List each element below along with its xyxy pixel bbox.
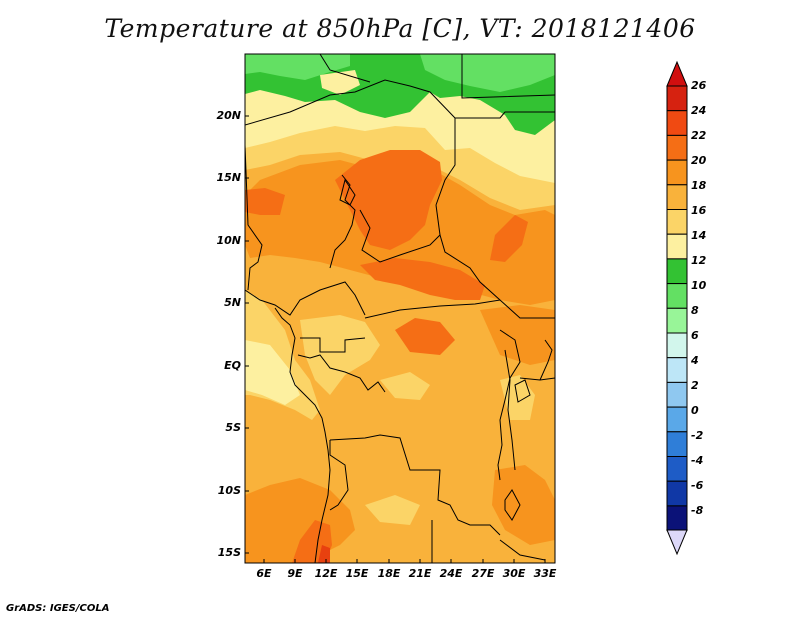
lon-label: 30E	[502, 567, 526, 580]
lon-label: 18E	[377, 567, 401, 580]
lat-label: 5S	[225, 421, 241, 434]
colorbar-label: 20	[691, 154, 707, 167]
field-red-sw	[318, 545, 330, 563]
grads-credit: GrADS: IGES/COLA	[6, 603, 110, 614]
colorbar-top-arrow	[666, 60, 688, 87]
colorbar-label: 10	[691, 279, 707, 292]
colorbar-box	[666, 456, 688, 482]
colorbar-box	[666, 505, 688, 532]
colorbar	[666, 60, 688, 556]
lon-label: 9E	[287, 567, 303, 580]
lat-label: 20N	[216, 109, 241, 122]
field-dark-orange-core	[335, 150, 442, 250]
axis-ticks	[245, 115, 546, 563]
colorbar-box	[666, 85, 688, 112]
coastline	[245, 144, 553, 563]
colorbar-label: 14	[691, 229, 707, 242]
lon-label: 27E	[471, 567, 495, 580]
field-light-green-ne	[420, 54, 555, 92]
lat-label: 15N	[216, 171, 241, 184]
colorbar-box	[666, 480, 688, 507]
colorbar-label: 24	[691, 104, 707, 117]
map-frame	[244, 53, 556, 564]
political-boundaries	[245, 54, 555, 563]
lon-label: 12E	[314, 567, 338, 580]
lat-label: 15S	[217, 546, 241, 559]
lon-label: 33E	[533, 567, 557, 580]
colorbar-label: -4	[691, 454, 704, 467]
lon-label: 24E	[439, 567, 463, 580]
colorbar-label: -6	[691, 479, 704, 492]
colorbar-label: 16	[691, 204, 707, 217]
colorbar-box	[666, 110, 688, 136]
colorbar-box	[666, 307, 688, 334]
colorbar-boxes	[666, 85, 688, 532]
colorbar-box	[666, 332, 688, 359]
field-dark-orange-band	[360, 258, 485, 300]
colorbar-box	[666, 209, 688, 235]
field-dark-orange-east	[490, 215, 528, 262]
field-dark-orange-nw	[245, 188, 285, 215]
lon-label: 21E	[408, 567, 432, 580]
colorbar-label: 2	[691, 379, 699, 392]
lat-label: 10S	[217, 484, 241, 497]
colorbar-box	[666, 233, 688, 260]
colorbar-label: 0	[691, 404, 699, 417]
colorbar-box	[666, 184, 688, 211]
field-dark-orange-center	[395, 318, 455, 355]
colorbar-box	[666, 258, 688, 285]
lat-label: 10N	[216, 234, 241, 247]
lon-label: 15E	[345, 567, 369, 580]
colorbar-label: -8	[691, 504, 704, 517]
colorbar-box	[666, 134, 688, 161]
colorbar-label: 4	[691, 354, 699, 367]
colorbar-box	[666, 283, 688, 309]
field-pale-yellow-west	[245, 340, 300, 405]
colorbar-box	[666, 159, 688, 186]
temperature-field	[245, 54, 555, 563]
lon-label: 6E	[256, 567, 272, 580]
field-yellow-center-west	[300, 315, 380, 395]
field-orange-se	[492, 465, 555, 545]
colorbar-label: 12	[691, 254, 707, 267]
map-title: Temperature at 850hPa [C], VT: 201812140…	[104, 14, 696, 43]
colorbar-box	[666, 431, 688, 457]
colorbar-label: -2	[691, 429, 704, 442]
colorbar-box	[666, 357, 688, 383]
field-yellow-center	[380, 372, 430, 400]
colorbar-label: 22	[691, 129, 707, 142]
colorbar-box	[666, 406, 688, 433]
colorbar-label: 8	[691, 304, 699, 317]
colorbar-bottom-arrow	[666, 529, 688, 556]
colorbar-label: 6	[691, 329, 699, 342]
field-yellow-north	[245, 126, 555, 210]
colorbar-box	[666, 381, 688, 408]
field-yellow-south	[365, 495, 420, 525]
colorbar-label: 18	[691, 179, 707, 192]
colorbar-label: 26	[691, 79, 707, 92]
lat-label: EQ	[224, 359, 241, 372]
lat-label: 5N	[224, 296, 241, 309]
field-orange-east	[480, 305, 555, 365]
